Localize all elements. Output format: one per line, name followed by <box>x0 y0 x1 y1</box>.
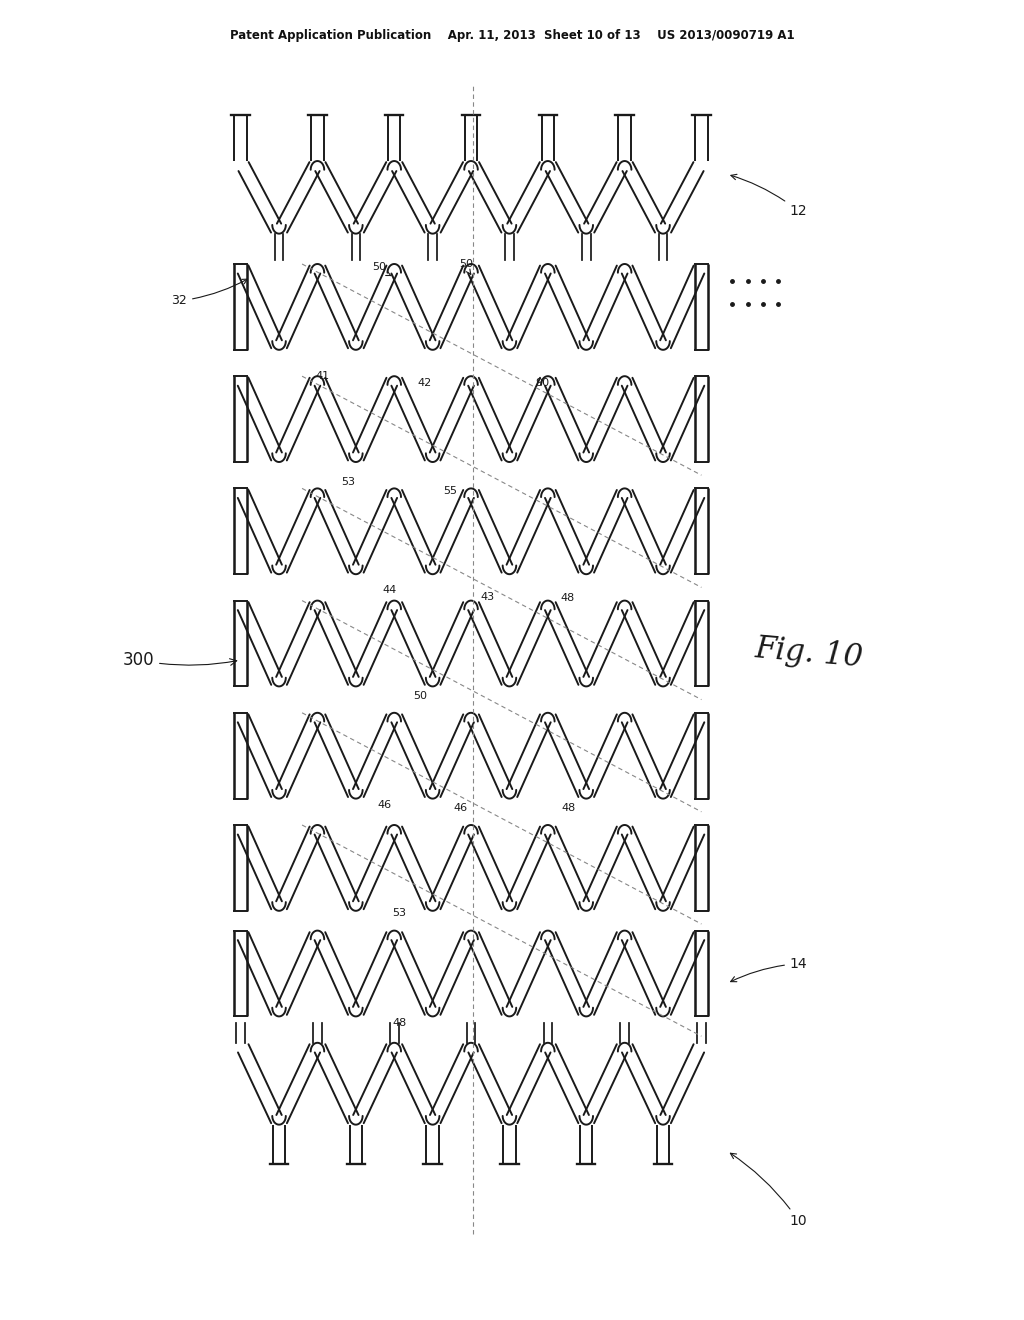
Text: 44: 44 <box>382 585 396 595</box>
Text: 46: 46 <box>454 803 468 813</box>
Text: 300: 300 <box>123 651 237 669</box>
Text: 14: 14 <box>731 957 808 982</box>
Text: 90: 90 <box>536 378 550 388</box>
Text: 32: 32 <box>171 279 248 308</box>
Text: 12: 12 <box>731 174 808 218</box>
Text: 48: 48 <box>560 593 574 603</box>
Text: 50: 50 <box>413 690 427 701</box>
Text: 48: 48 <box>392 1018 407 1028</box>
Text: 48: 48 <box>561 803 575 813</box>
Text: 53: 53 <box>341 477 355 487</box>
Text: 43: 43 <box>480 591 495 602</box>
Text: 46: 46 <box>377 800 391 810</box>
Text: Patent Application Publication    Apr. 11, 2013  Sheet 10 of 13    US 2013/00907: Patent Application Publication Apr. 11, … <box>229 29 795 42</box>
Text: 41: 41 <box>315 371 330 381</box>
Text: 53: 53 <box>392 908 407 919</box>
Text: 50: 50 <box>372 261 391 276</box>
Text: 50: 50 <box>459 259 473 275</box>
Text: Fig. 10: Fig. 10 <box>754 634 864 673</box>
Text: 55: 55 <box>443 486 458 496</box>
Text: 42: 42 <box>418 378 432 388</box>
Text: 10: 10 <box>730 1154 808 1228</box>
